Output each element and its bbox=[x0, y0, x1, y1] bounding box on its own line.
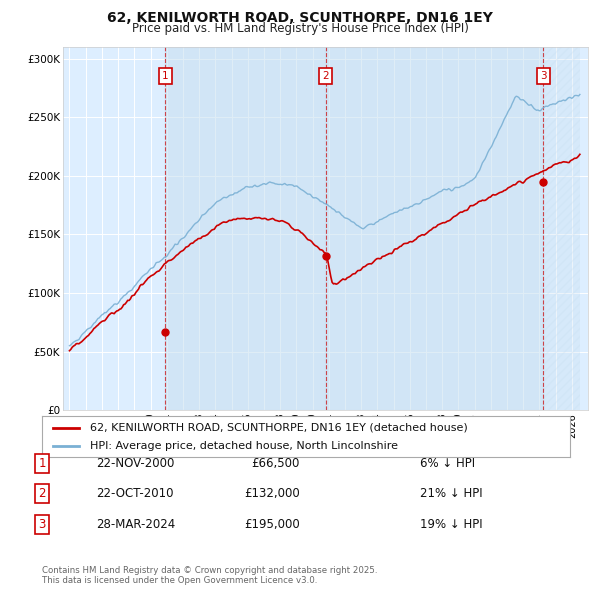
Text: 28-MAR-2024: 28-MAR-2024 bbox=[96, 518, 175, 531]
Text: £195,000: £195,000 bbox=[244, 518, 300, 531]
Bar bbox=[325, 47, 544, 410]
Text: HPI: Average price, detached house, North Lincolnshire: HPI: Average price, detached house, Nort… bbox=[89, 441, 398, 451]
Text: 6% ↓ HPI: 6% ↓ HPI bbox=[420, 457, 475, 470]
Text: 19% ↓ HPI: 19% ↓ HPI bbox=[420, 518, 482, 531]
Text: 2: 2 bbox=[322, 71, 329, 81]
Text: 1: 1 bbox=[38, 457, 46, 470]
Text: 22-OCT-2010: 22-OCT-2010 bbox=[96, 487, 173, 500]
Bar bbox=[544, 47, 580, 410]
Text: £132,000: £132,000 bbox=[244, 487, 300, 500]
Bar bbox=[165, 47, 325, 410]
Text: 62, KENILWORTH ROAD, SCUNTHORPE, DN16 1EY (detached house): 62, KENILWORTH ROAD, SCUNTHORPE, DN16 1E… bbox=[89, 422, 467, 432]
Text: 3: 3 bbox=[540, 71, 547, 81]
Text: 62, KENILWORTH ROAD, SCUNTHORPE, DN16 1EY: 62, KENILWORTH ROAD, SCUNTHORPE, DN16 1E… bbox=[107, 11, 493, 25]
Text: £66,500: £66,500 bbox=[251, 457, 300, 470]
Text: 1: 1 bbox=[162, 71, 169, 81]
Text: 21% ↓ HPI: 21% ↓ HPI bbox=[420, 487, 482, 500]
Text: 3: 3 bbox=[38, 518, 46, 531]
Text: Contains HM Land Registry data © Crown copyright and database right 2025.
This d: Contains HM Land Registry data © Crown c… bbox=[42, 566, 377, 585]
Text: Price paid vs. HM Land Registry's House Price Index (HPI): Price paid vs. HM Land Registry's House … bbox=[131, 22, 469, 35]
Text: 2: 2 bbox=[38, 487, 46, 500]
Text: 22-NOV-2000: 22-NOV-2000 bbox=[96, 457, 175, 470]
